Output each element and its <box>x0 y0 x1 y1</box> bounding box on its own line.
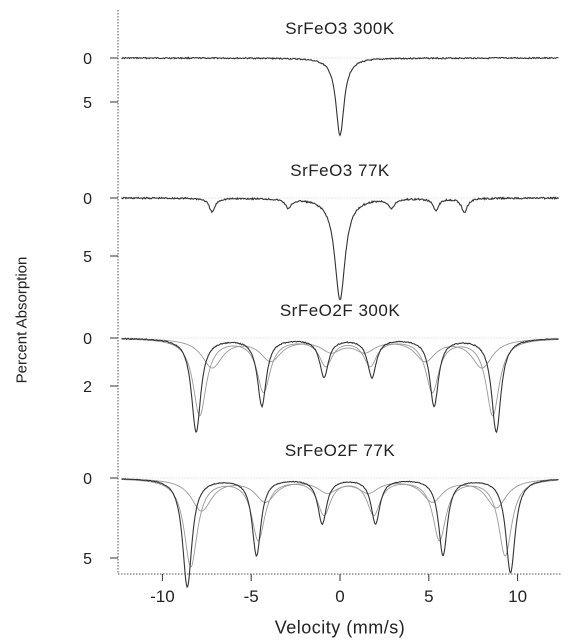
component-curve <box>121 338 559 417</box>
y-tick-label: 5 <box>83 95 92 112</box>
y-tick-label: 5 <box>83 551 92 568</box>
y-tick-label: 0 <box>83 471 92 488</box>
y-tick-label: 0 <box>83 51 92 68</box>
spectrum-curve <box>121 56 559 137</box>
panel-title: SrFeO3 77K <box>290 161 390 180</box>
x-tick-label: 0 <box>335 587 344 606</box>
panel-title: SrFeO2F 77K <box>285 441 396 460</box>
y-tick-label: 2 <box>83 379 92 396</box>
panel-title: SrFeO2F 300K <box>280 301 400 320</box>
y-tick-label: 0 <box>83 331 92 348</box>
spectrum-curve <box>121 196 559 301</box>
spectrum-curve <box>121 337 559 434</box>
x-tick-label: -5 <box>244 587 259 606</box>
x-axis-title: Velocity (mm/s) <box>274 617 406 638</box>
x-tick-label: 5 <box>424 587 433 606</box>
x-tick-label: 10 <box>508 587 527 606</box>
plot-area: -10 -5 0 5 10 SrFeO3 300K 0 5 SrFeO3 77K 0 5 SrFeO2… <box>83 10 562 606</box>
component-curve <box>121 338 559 369</box>
y-tick-label: 0 <box>83 191 92 208</box>
x-tick-label: -10 <box>150 587 175 606</box>
panel-title: SrFeO3 300K <box>285 19 395 38</box>
component-curve <box>121 478 559 512</box>
y-tick-label: 5 <box>83 249 92 266</box>
spectrum-curve <box>121 478 559 589</box>
y-axis-title: Percent Absorption <box>13 256 31 384</box>
